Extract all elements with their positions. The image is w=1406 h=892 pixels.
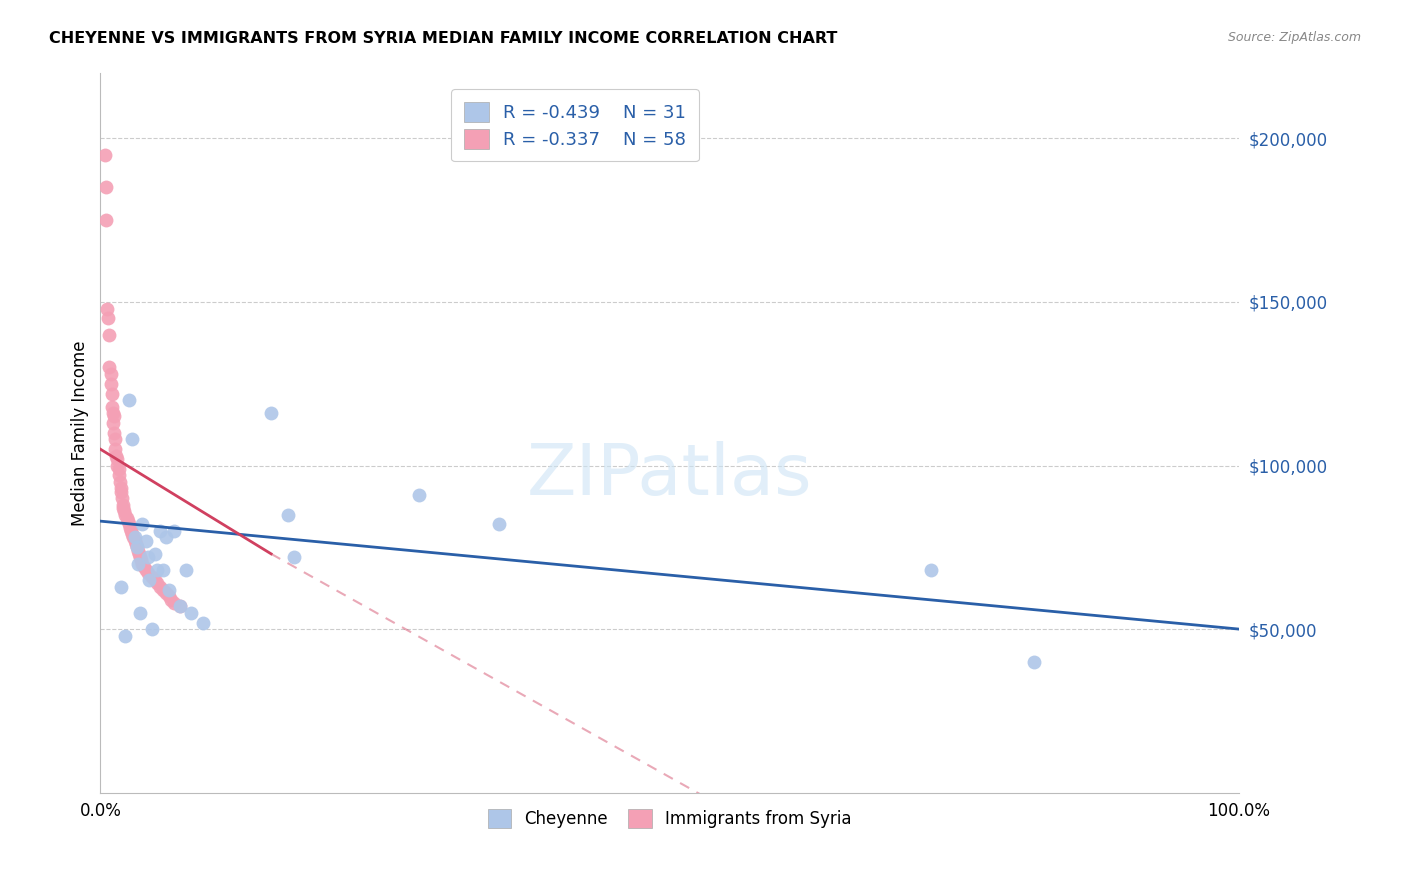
Point [107,458,129,473]
Point [146,563,169,577]
Point [143,547,166,561]
Point [136,550,159,565]
Point [110,580,132,594]
Point [98,360,121,375]
Point [131,557,153,571]
Point [155,586,177,600]
Point [94,147,117,161]
Point [114,629,136,643]
Point [180,606,202,620]
Point [108,475,131,489]
Point [94,180,117,194]
Point [112,504,135,518]
Point [141,570,163,584]
Point [114,508,136,522]
Point [111,491,134,506]
Point [131,553,153,567]
Point [136,566,159,581]
Point [125,541,148,555]
Point [107,462,129,476]
Point [118,521,141,535]
Legend: Cheyenne, Immigrants from Syria: Cheyenne, Immigrants from Syria [481,803,858,835]
Point [127,557,149,571]
Point [129,550,152,565]
Point [120,524,142,538]
Point [110,482,132,496]
Point [128,547,150,561]
Text: ZIPatlas: ZIPatlas [527,442,813,510]
Point [1022,655,1045,669]
Point [160,592,183,607]
Point [100,367,122,381]
Point [129,606,152,620]
Point [124,537,146,551]
Point [105,449,128,463]
Point [260,406,283,420]
Point [101,406,124,420]
Point [100,386,122,401]
Point [125,541,148,555]
Point [112,498,135,512]
Point [148,524,170,538]
Point [121,527,143,541]
Point [141,622,163,636]
Point [138,573,160,587]
Point [121,433,143,447]
Point [921,563,943,577]
Point [135,533,157,548]
Point [143,573,166,587]
Point [117,514,139,528]
Point [148,580,170,594]
Point [131,517,153,532]
Point [104,433,127,447]
Point [98,327,121,342]
Point [157,590,180,604]
Point [115,511,138,525]
Point [127,543,149,558]
Point [97,311,120,326]
Point [118,393,141,408]
Point [107,468,129,483]
Point [152,582,174,597]
Point [132,560,155,574]
Point [94,213,117,227]
Point [169,599,191,614]
Point [408,488,430,502]
Point [174,563,197,577]
Point [122,531,145,545]
Point [283,550,305,565]
Point [103,409,125,424]
Point [101,416,124,430]
Point [169,599,191,614]
Point [104,442,127,457]
Point [107,452,129,467]
Text: CHEYENNE VS IMMIGRANTS FROM SYRIA MEDIAN FAMILY INCOME CORRELATION CHART: CHEYENNE VS IMMIGRANTS FROM SYRIA MEDIAN… [49,31,838,46]
Point [163,524,186,538]
Point [124,531,146,545]
Point [277,508,299,522]
Point [163,596,186,610]
Point [146,576,169,591]
Point [103,425,125,440]
Y-axis label: Median Family Income: Median Family Income [72,340,89,525]
Point [135,563,157,577]
Point [191,615,214,630]
Point [118,517,141,532]
Point [100,400,122,414]
Point [152,563,174,577]
Point [157,582,180,597]
Point [110,484,132,499]
Point [96,301,118,316]
Point [112,501,135,516]
Text: Source: ZipAtlas.com: Source: ZipAtlas.com [1227,31,1361,45]
Point [124,533,146,548]
Point [100,376,122,391]
Point [488,517,510,532]
Point [155,531,177,545]
